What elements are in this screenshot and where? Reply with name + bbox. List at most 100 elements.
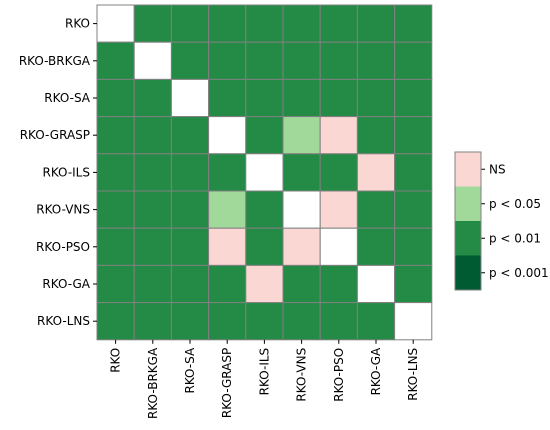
heatmap-cell [133, 41, 172, 80]
heatmap-cell [133, 264, 172, 304]
heatmap-cell [133, 116, 172, 155]
column-tick-label: RKO-PSO [332, 348, 346, 402]
heatmap-cell [245, 78, 284, 118]
column-tick-label: RKO-BRKGA [146, 347, 160, 419]
heatmap-cell [394, 227, 433, 266]
column-tick-label: RKO-ILS [257, 348, 271, 396]
heatmap-cell [356, 41, 396, 80]
heatmap-cell [208, 4, 247, 43]
row-tick-label: RKO-BRKGA [19, 54, 91, 68]
row-tick-label: RKO-LNS [37, 314, 90, 328]
heatmap-cell [319, 41, 358, 80]
heatmap-cell [356, 4, 396, 43]
row-tick-label: RKO-ILS [42, 165, 90, 179]
heatmap-cell [133, 227, 172, 266]
row-tick-label: RKO-GA [42, 277, 90, 291]
heatmap-cell [208, 264, 247, 304]
heatmap-cell [208, 116, 247, 155]
heatmap-cell [133, 302, 172, 341]
heatmap-cell [96, 4, 135, 43]
heatmap-cell [208, 153, 247, 192]
heatmap-cell [282, 78, 321, 118]
heatmap-cell [170, 264, 210, 304]
heatmap-cell [356, 302, 396, 341]
heatmap-cell [319, 116, 358, 155]
column-tick-label: RKO-LNS [406, 348, 420, 401]
heatmap-cell [319, 227, 358, 266]
heatmap-cell [170, 190, 210, 229]
heatmap-cell [96, 190, 135, 229]
heatmap-cell [245, 190, 284, 229]
heatmap-cell [133, 78, 172, 118]
heatmap-cell [282, 302, 321, 341]
heatmap-cell [356, 153, 396, 192]
legend-swatch [455, 221, 481, 256]
heatmap-cell [356, 78, 396, 118]
heatmap-cell [96, 153, 135, 192]
heatmap-cell [394, 302, 433, 341]
heatmap-cell [319, 78, 358, 118]
column-tick-label: RKO-SA [183, 347, 197, 394]
column-tick-label: RKO-GRASP [220, 348, 234, 418]
heatmap-cell [208, 78, 247, 118]
heatmap-cell [319, 153, 358, 192]
row-labels: RKO RKO-BRKGA RKO-SA RKO-GRASP RKO-ILS RKO-VN… [19, 17, 97, 328]
heatmap-cells [96, 4, 433, 341]
heatmap-cell [245, 153, 284, 192]
legend-swatch [455, 255, 481, 290]
heatmap-cell [319, 4, 358, 43]
column-tick-label: RKO [109, 348, 123, 373]
heatmap-cell [245, 264, 284, 304]
heatmap-cell [96, 41, 135, 80]
heatmap-cell [394, 153, 433, 192]
column-tick-label: RKO-GA [369, 347, 383, 395]
heatmap-cell [170, 4, 210, 43]
legend-label: NS [489, 162, 506, 176]
heatmap-cell [282, 264, 321, 304]
heatmap-cell [208, 227, 247, 266]
row-tick-label: RKO-SA [44, 91, 91, 105]
heatmap-cell [319, 302, 358, 341]
heatmap-cell [96, 227, 135, 266]
heatmap-cell [170, 116, 210, 155]
row-tick-label: RKO [65, 17, 90, 31]
heatmap-cell [319, 264, 358, 304]
heatmap-cell [245, 227, 284, 266]
heatmap-cell [208, 190, 247, 229]
legend-label: p < 0.01 [489, 231, 541, 245]
heatmap-cell [394, 264, 433, 304]
legend-label: p < 0.001 [489, 266, 549, 280]
legend-label: p < 0.05 [489, 197, 541, 211]
heatmap-cell [245, 302, 284, 341]
heatmap-cell [133, 4, 172, 43]
heatmap-cell [170, 78, 210, 118]
heatmap-cell [96, 116, 135, 155]
heatmap-cell [394, 78, 433, 118]
heatmap-cell [356, 190, 396, 229]
heatmap-cell [319, 190, 358, 229]
heatmap-cell [282, 227, 321, 266]
heatmap-cell [282, 116, 321, 155]
heatmap-cell [245, 116, 284, 155]
heatmap-cell [245, 41, 284, 80]
legend: NS p < 0.05 p < 0.01 p < 0.001 [454, 151, 549, 291]
heatmap-cell [282, 190, 321, 229]
row-tick-label: RKO-PSO [36, 240, 90, 254]
heatmap-cell [170, 302, 210, 341]
heatmap-cell [394, 41, 433, 80]
legend-border [454, 151, 482, 291]
heatmap-cell [170, 227, 210, 266]
heatmap-cell [394, 190, 433, 229]
heatmap-cell [96, 78, 135, 118]
row-tick-label: RKO-VNS [36, 203, 90, 217]
heatmap-cell [356, 116, 396, 155]
heatmap-cell [356, 227, 396, 266]
heatmap-cell [208, 41, 247, 80]
heatmap-cell [96, 264, 135, 304]
heatmap-cell [394, 116, 433, 155]
heatmap-cell [282, 153, 321, 192]
heatmap-cell [282, 4, 321, 43]
column-labels: RKO RKO-BRKGA RKO-SA RKO-GRASP RKO-ILS RKO-VN… [109, 339, 420, 419]
heatmap-cell [133, 190, 172, 229]
